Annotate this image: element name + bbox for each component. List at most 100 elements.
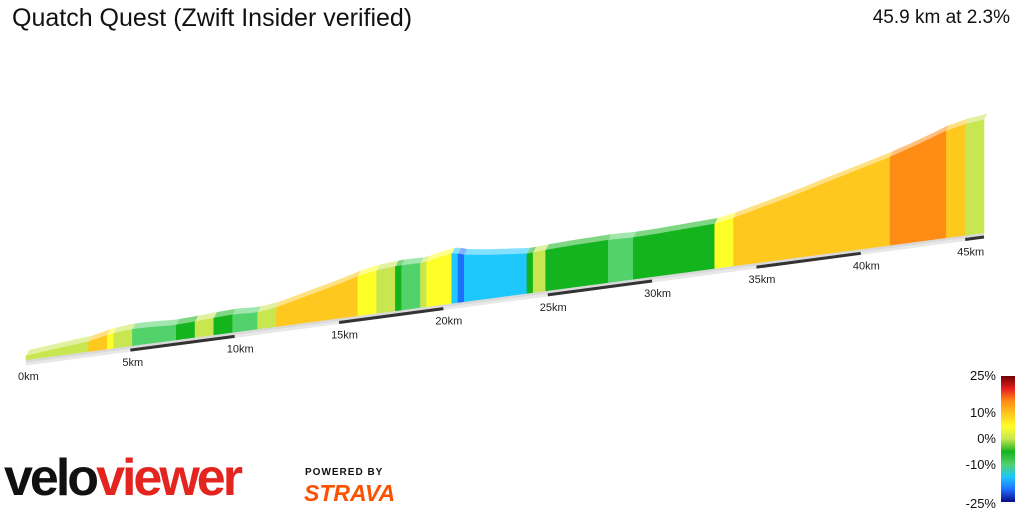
profile-top-ribbon <box>789 188 800 198</box>
profile-segment <box>651 233 659 278</box>
profile-segment <box>808 186 816 257</box>
profile-segment <box>695 225 703 272</box>
x-tick-label: 15km <box>331 329 358 341</box>
profile-top-ribbon <box>495 248 505 255</box>
profile-top-ribbon <box>88 333 98 342</box>
km-scale-bar <box>338 307 444 324</box>
profile-top-ribbon <box>971 115 981 123</box>
profile-top-ribbon <box>977 113 987 122</box>
legend-label-neg10: -10% <box>965 457 996 472</box>
profile-top-ribbon <box>921 134 931 144</box>
profile-segment <box>107 333 114 350</box>
profile-top-ribbon <box>26 348 36 356</box>
profile-segment <box>977 119 985 235</box>
profile-segment <box>726 217 734 268</box>
profile-segment <box>896 151 903 245</box>
profile-segment <box>745 210 753 265</box>
profile-segment <box>664 231 672 276</box>
profile-top-ribbon <box>138 321 148 329</box>
profile-segment <box>676 229 684 275</box>
strava-logo[interactable]: STRAVA <box>304 480 396 506</box>
profile-segment <box>238 313 246 333</box>
profile-segment <box>532 251 540 294</box>
profile-top-ribbon <box>952 120 962 129</box>
km-scale-bar <box>860 238 966 255</box>
profile-segment <box>157 325 165 343</box>
route-summary: 45.9 km at 2.3% <box>872 7 1010 28</box>
profile-top-ribbon <box>489 248 499 256</box>
profile-top-ribbon <box>752 202 762 212</box>
profile-top-ribbon <box>339 275 349 285</box>
profile-top-ribbon <box>207 312 217 320</box>
profile-top-ribbon <box>802 183 812 193</box>
profile-segment <box>138 327 146 346</box>
profile-top-ribbon <box>251 306 261 314</box>
profile-segment <box>839 174 847 253</box>
legend-label-min: -25% <box>965 496 996 511</box>
profile-segment <box>351 276 359 318</box>
profile-top-ribbon <box>195 314 205 322</box>
profile-segment <box>345 278 352 319</box>
profile-top-ribbon <box>808 181 818 190</box>
profile-top-ribbon <box>63 339 73 348</box>
profile-top-ribbon <box>401 258 411 266</box>
profile-segment <box>802 189 809 258</box>
profile-top-ribbon <box>351 270 361 280</box>
profile-segment <box>795 191 803 259</box>
profile-top-ribbon <box>263 303 274 311</box>
profile-segment <box>382 267 390 314</box>
profile-top-ribbon <box>32 347 42 355</box>
km-scale-bar <box>25 348 131 366</box>
x-tick-label: 5km <box>122 357 143 369</box>
profile-segment <box>570 244 578 289</box>
profile-top-ribbon <box>670 224 681 232</box>
profile-top-ribbon <box>370 264 380 273</box>
profile-segment <box>820 181 828 255</box>
profile-top-ribbon <box>476 249 487 256</box>
profile-top-ribbon <box>883 151 894 160</box>
profile-segment <box>595 240 603 285</box>
x-tick-label: 45km <box>957 246 984 258</box>
profile-segment <box>633 236 640 280</box>
profile-segment <box>852 169 860 251</box>
profile-segment <box>357 273 365 317</box>
profile-segment <box>213 316 221 336</box>
profile-top-ribbon <box>683 222 693 230</box>
profile-segment <box>188 321 196 339</box>
profile-segment <box>163 325 171 343</box>
profile-top-ribbon <box>245 307 255 314</box>
profile-top-ribbon <box>602 234 612 242</box>
profile-top-ribbon <box>933 127 944 137</box>
profile-segment <box>683 227 691 274</box>
profile-top-ribbon <box>814 178 825 188</box>
profile-segment <box>132 328 140 347</box>
profile-segment <box>764 203 772 263</box>
profile-top-ribbon <box>526 246 537 254</box>
profile-top-ribbon <box>295 292 305 301</box>
profile-top-ribbon <box>852 163 862 173</box>
profile-segment <box>758 206 766 264</box>
profile-segment <box>933 133 941 240</box>
profile-segment <box>413 263 421 309</box>
profile-top-ribbon <box>389 260 399 268</box>
profile-top-ribbon <box>458 247 468 256</box>
profile-segment <box>332 283 340 320</box>
profile-top-ribbon <box>270 301 280 310</box>
profile-segment <box>244 312 252 332</box>
profile-segment <box>376 268 384 314</box>
profile-top-ribbon <box>758 200 768 209</box>
profile-top-ribbon <box>583 237 593 245</box>
profile-segment <box>482 254 490 300</box>
profile-segment <box>401 264 409 311</box>
profile-top-ribbon <box>132 322 142 330</box>
profile-segment <box>670 230 678 275</box>
profile-segment <box>119 330 127 348</box>
veloviewer-logo[interactable]: veloviewer <box>4 452 243 504</box>
km-scale-bar <box>965 235 985 241</box>
profile-top-ribbon <box>432 251 443 260</box>
profile-top-ribbon <box>652 227 662 235</box>
profile-segment <box>789 194 797 260</box>
profile-top-ribbon <box>226 308 236 316</box>
profile-segment <box>539 249 546 293</box>
